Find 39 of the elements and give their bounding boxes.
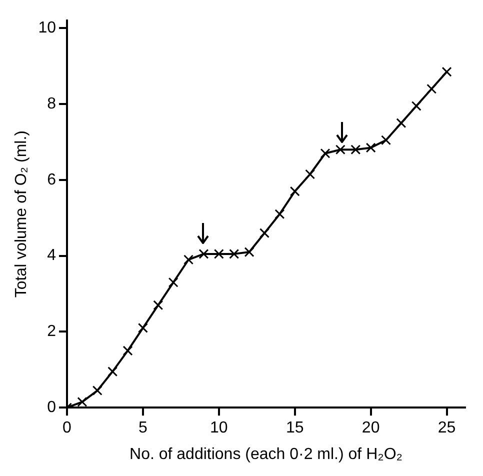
point	[214, 248, 224, 259]
point	[153, 300, 164, 310]
x-tick-label: 0	[62, 420, 72, 437]
point	[335, 144, 346, 155]
point	[244, 247, 254, 258]
point	[108, 366, 118, 377]
x-tick-label: 20	[362, 420, 380, 437]
point	[442, 66, 452, 77]
y-tick-label: 8	[47, 95, 56, 112]
y-tick-label: 6	[47, 171, 56, 188]
point	[411, 100, 422, 111]
y-tick-label: 10	[38, 20, 56, 37]
point	[77, 396, 88, 407]
point	[305, 169, 316, 180]
x-tick-label: 25	[438, 420, 456, 437]
point	[290, 186, 300, 196]
point	[396, 118, 406, 128]
y-tick-label: 2	[47, 323, 56, 340]
point	[320, 148, 330, 158]
point	[138, 322, 148, 333]
x-tick-label: 10	[210, 420, 228, 437]
point	[350, 144, 361, 155]
point	[92, 386, 102, 396]
x-axis-title: No. of additions (each 0·2 ml.) of H₂O₂	[130, 446, 402, 463]
y-tick-label: 4	[47, 247, 56, 264]
point	[184, 254, 194, 265]
point	[274, 209, 285, 220]
point	[366, 142, 376, 153]
y-tick-label: 0	[47, 399, 56, 416]
point	[198, 248, 209, 259]
point	[122, 346, 133, 356]
point	[168, 277, 178, 288]
point	[259, 228, 270, 238]
x-tick-label: 5	[138, 420, 148, 437]
point	[381, 135, 391, 146]
point	[426, 84, 437, 94]
x-tick-label: 15	[286, 420, 304, 437]
y-axis-title: Total volume of O₂ (ml.)	[13, 130, 30, 298]
point	[229, 248, 240, 259]
